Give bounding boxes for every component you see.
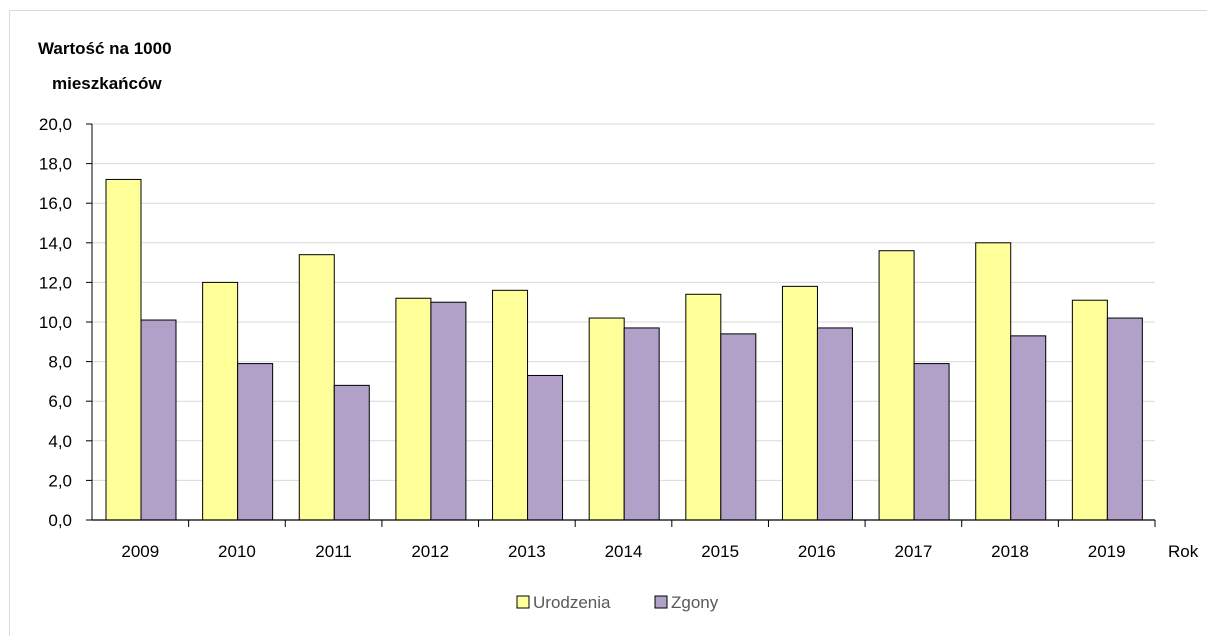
x-tick-label: 2012: [411, 542, 449, 561]
x-axis-title: Rok: [1168, 542, 1199, 561]
y-tick-label: 14,0: [39, 234, 72, 253]
x-tick-label: 2016: [798, 542, 836, 561]
x-tick-label: 2014: [605, 542, 643, 561]
y-tick-label: 6,0: [48, 392, 72, 411]
bar-zgony-2012: [430, 301, 467, 521]
x-tick-label: 2018: [991, 542, 1029, 561]
y-tick-label: 4,0: [48, 432, 72, 451]
x-tick-label: 2011: [315, 542, 352, 561]
bar-urodzenia-2015: [685, 293, 722, 521]
y-tick-label: 18,0: [39, 155, 72, 174]
y-tick-label: 16,0: [39, 194, 72, 213]
x-tick-label: 2010: [218, 542, 256, 561]
bar-zgony-2015: [720, 333, 757, 521]
x-tick-label: 2009: [121, 542, 159, 561]
bar-urodzenia-2013: [492, 289, 529, 521]
legend-swatch-urodzenia: [516, 595, 530, 609]
y-tick-label: 8,0: [48, 353, 72, 372]
bar-urodzenia-2018: [975, 242, 1012, 521]
axes: 0,0 2,0 4,0 6,0 8,0 10,0 12,0 14,0 16,0 18,0 20,0 2…: [39, 115, 1156, 561]
y-tick-label: 12,0: [39, 273, 72, 292]
legend-swatch-zgony: [654, 595, 668, 609]
y-axis-title-line-1: Wartość na 1000: [38, 39, 172, 58]
chart-frame: [9, 10, 1207, 636]
legend-label-urodzenia: Urodzenia: [533, 593, 611, 612]
bar-urodzenia-2014: [588, 317, 625, 521]
bar-urodzenia-2019: [1071, 299, 1108, 521]
bar-urodzenia-2016: [781, 285, 818, 521]
axis-labels: Wartość na 1000 mieszkańców Rok: [38, 39, 1199, 561]
bar-zgony-2017: [913, 363, 950, 521]
y-tick-label: 20,0: [39, 115, 72, 134]
x-tick-label: 2015: [701, 542, 739, 561]
y-tick-label: 2,0: [48, 471, 72, 490]
bar-zgony-2016: [816, 327, 853, 521]
x-tick-label: 2013: [508, 542, 546, 561]
bar-zgony-2018: [1010, 335, 1047, 521]
y-tick-label: 10,0: [39, 313, 72, 332]
y-tick-label: 0,0: [48, 511, 72, 530]
x-tick-label: 2019: [1088, 542, 1126, 561]
x-tick-label: 2017: [894, 542, 932, 561]
y-axis-title-line-2: mieszkańców: [52, 74, 162, 93]
bar-zgony-2013: [527, 374, 564, 521]
bar-urodzenia-2012: [395, 297, 432, 521]
bar-urodzenia-2011: [298, 254, 335, 521]
bar-zgony-2010: [237, 363, 274, 521]
bar-zgony-2011: [333, 384, 370, 521]
bar-zgony-2019: [1106, 317, 1143, 521]
legend: Urodzenia Zgony: [516, 593, 719, 612]
bar-zgony-2009: [140, 319, 177, 521]
bar-zgony-2014: [623, 327, 660, 521]
legend-label-zgony: Zgony: [671, 593, 719, 612]
